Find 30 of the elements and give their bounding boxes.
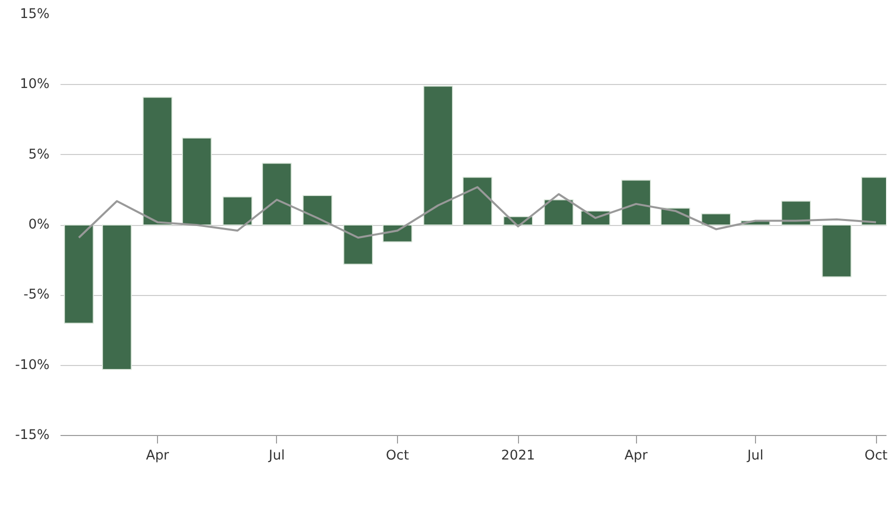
bar: [781, 200, 811, 226]
x-tick-label: Apr: [624, 448, 648, 464]
x-tick-label: Oct: [864, 448, 888, 464]
y-tick-label: 0%: [28, 218, 50, 232]
bar: [102, 224, 132, 370]
y-tick-label: -10%: [15, 358, 50, 373]
y-tick-label: 10%: [20, 77, 50, 92]
y-tick-label: -15%: [15, 428, 50, 443]
bar: [544, 199, 574, 226]
x-tick-label: Jul: [268, 448, 285, 464]
x-tick-label: Jul: [746, 448, 764, 464]
bar: [302, 195, 332, 226]
bar: [423, 86, 454, 226]
bar: [621, 180, 651, 226]
x-tick-label: Oct: [386, 448, 409, 464]
y-tick-label: 5%: [28, 147, 50, 162]
bar: [222, 196, 252, 226]
bar: [182, 137, 212, 226]
line-series: [78, 186, 878, 239]
y-tick-label: 15%: [20, 7, 50, 22]
bar: [462, 176, 492, 226]
bar: [822, 224, 852, 278]
y-tick-label: -5%: [24, 288, 50, 303]
bar: [343, 224, 374, 265]
bar: [142, 96, 172, 226]
x-tick-label: 2021: [501, 448, 536, 464]
x-tick-label: Apr: [146, 448, 170, 464]
bar: [262, 162, 292, 226]
bar: [701, 213, 731, 226]
bar: [64, 224, 94, 324]
